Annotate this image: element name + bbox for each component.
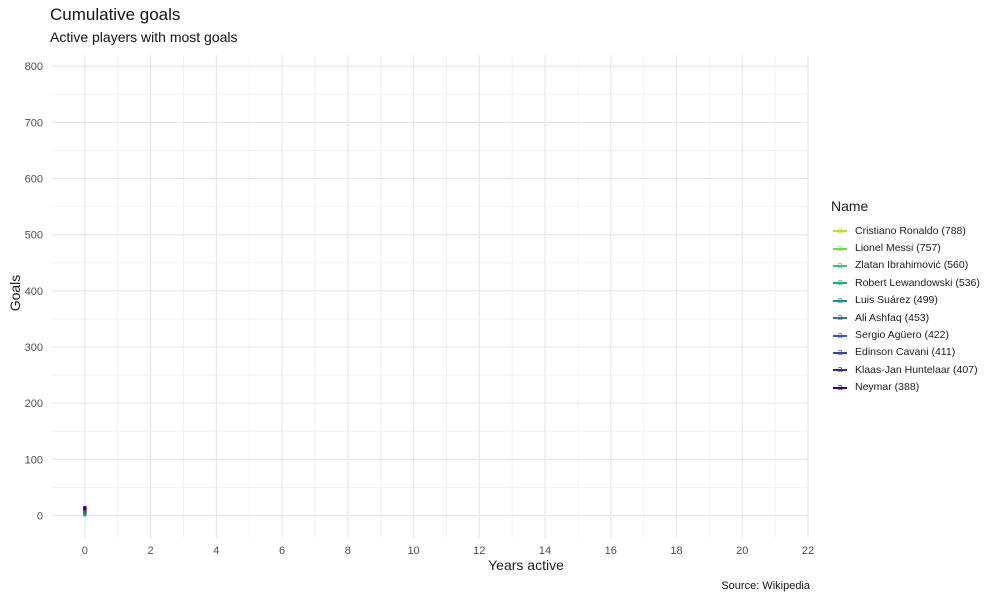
legend-key: a [831, 379, 849, 396]
y-tick-label: 200 [25, 398, 43, 410]
y-tick-label: 500 [25, 230, 43, 242]
legend-item: a Edinson Cavani (411) [831, 344, 980, 361]
tick-label-layer: 0 2 4 6 8 10 12 14 16 18 20 22 0 100 200 300 400 500 600 70… [25, 61, 814, 557]
legend-key-line [833, 369, 847, 372]
y-tick-label: 0 [37, 511, 43, 523]
legend-key-glyph: a [837, 364, 843, 375]
legend-key: a [831, 240, 849, 257]
legend-item: a Robert Lewandowski (536) [831, 274, 980, 291]
x-tick-label: 6 [279, 545, 285, 557]
y-tick-label: 600 [25, 174, 43, 186]
legend-key-line [833, 334, 847, 337]
legend-key-line [833, 247, 847, 250]
legend-label: Robert Lewandowski (536) [855, 276, 980, 289]
legend-items: a Cristiano Ronaldo (788) a Lionel Messi (7… [831, 222, 980, 396]
legend-item: a Sergio Agüero (422) [831, 326, 980, 343]
legend-key-glyph: a [837, 312, 843, 323]
y-tick-label: 700 [25, 117, 43, 129]
x-tick-label: 8 [345, 545, 351, 557]
legend: Name a Cristiano Ronaldo (788) a Lionel Mes… [831, 198, 980, 396]
x-tick-label: 22 [802, 545, 814, 557]
legend-title: Name [831, 198, 869, 214]
legend-label: Sergio Agüero (422) [855, 329, 949, 342]
x-tick-label: 16 [605, 545, 617, 557]
legend-key-glyph: a [837, 242, 843, 253]
legend-key-glyph: a [837, 381, 843, 392]
x-tick-label: 18 [670, 545, 682, 557]
legend-label: Lionel Messi (757) [855, 242, 941, 255]
x-tick-label: 12 [473, 545, 485, 557]
legend-item: a Lionel Messi (757) [831, 239, 980, 256]
series-layer [83, 505, 87, 517]
x-axis-label-wrap: Years active [0, 557, 1000, 573]
legend-label: Neymar (388) [855, 381, 920, 394]
grid-layer [52, 55, 809, 538]
legend-label: Cristiano Ronaldo (788) [855, 224, 966, 237]
legend-label: Zlatan Ibrahimović (560) [855, 259, 969, 272]
x-tick-label: 20 [736, 545, 748, 557]
legend-key-line [833, 386, 847, 389]
legend-key-line [833, 264, 847, 267]
legend-key-glyph: a [837, 346, 843, 357]
legend-label: Edinson Cavani (411) [855, 346, 956, 359]
legend-label: Luis Suárez (499) [855, 294, 938, 307]
legend-item: a Cristiano Ronaldo (788) [831, 222, 980, 239]
y-tick-label: 400 [25, 286, 43, 298]
x-tick-label: 0 [82, 545, 88, 557]
legend-item: a Luis Suárez (499) [831, 292, 980, 309]
legend-key-line [833, 317, 847, 320]
y-axis-label: Goals [7, 274, 23, 312]
legend-key-glyph: a [837, 259, 843, 270]
caption: Source: Wikipedia [721, 580, 810, 592]
legend-key: a [831, 361, 849, 378]
legend-key-glyph: a [837, 277, 843, 288]
legend-key: a [831, 309, 849, 326]
legend-item: a Ali Ashfaq (453) [831, 309, 980, 326]
legend-key-line [833, 351, 847, 354]
series-point [83, 505, 87, 510]
legend-item: a Klaas-Jan Huntelaar (407) [831, 361, 980, 378]
chart-subtitle: Active players with most goals [50, 29, 238, 45]
legend-key: a [831, 327, 849, 344]
legend-key: a [831, 274, 849, 291]
legend-key-line [833, 282, 847, 285]
legend-key-line [833, 299, 847, 302]
legend-label: Klaas-Jan Huntelaar (407) [855, 363, 978, 376]
legend-item: a Neymar (388) [831, 379, 980, 396]
y-tick-label: 800 [25, 61, 43, 73]
x-tick-label: 4 [213, 545, 219, 557]
legend-key: a [831, 344, 849, 361]
x-tick-label: 2 [148, 545, 154, 557]
legend-item: a Zlatan Ibrahimović (560) [831, 257, 980, 274]
x-tick-label: 10 [407, 545, 419, 557]
legend-key-line [833, 230, 847, 233]
y-tick-label: 300 [25, 342, 43, 354]
y-tick-label: 100 [25, 454, 43, 466]
legend-key: a [831, 222, 849, 239]
chart-title: Cumulative goals [50, 5, 181, 24]
legend-key: a [831, 257, 849, 274]
x-axis-label: Years active [488, 557, 564, 573]
x-tick-label: 14 [539, 545, 551, 557]
legend-key-glyph: a [837, 294, 843, 305]
legend-key: a [831, 292, 849, 309]
legend-key-glyph: a [837, 225, 843, 236]
legend-label: Ali Ashfaq (453) [855, 311, 930, 324]
legend-key-glyph: a [837, 329, 843, 340]
